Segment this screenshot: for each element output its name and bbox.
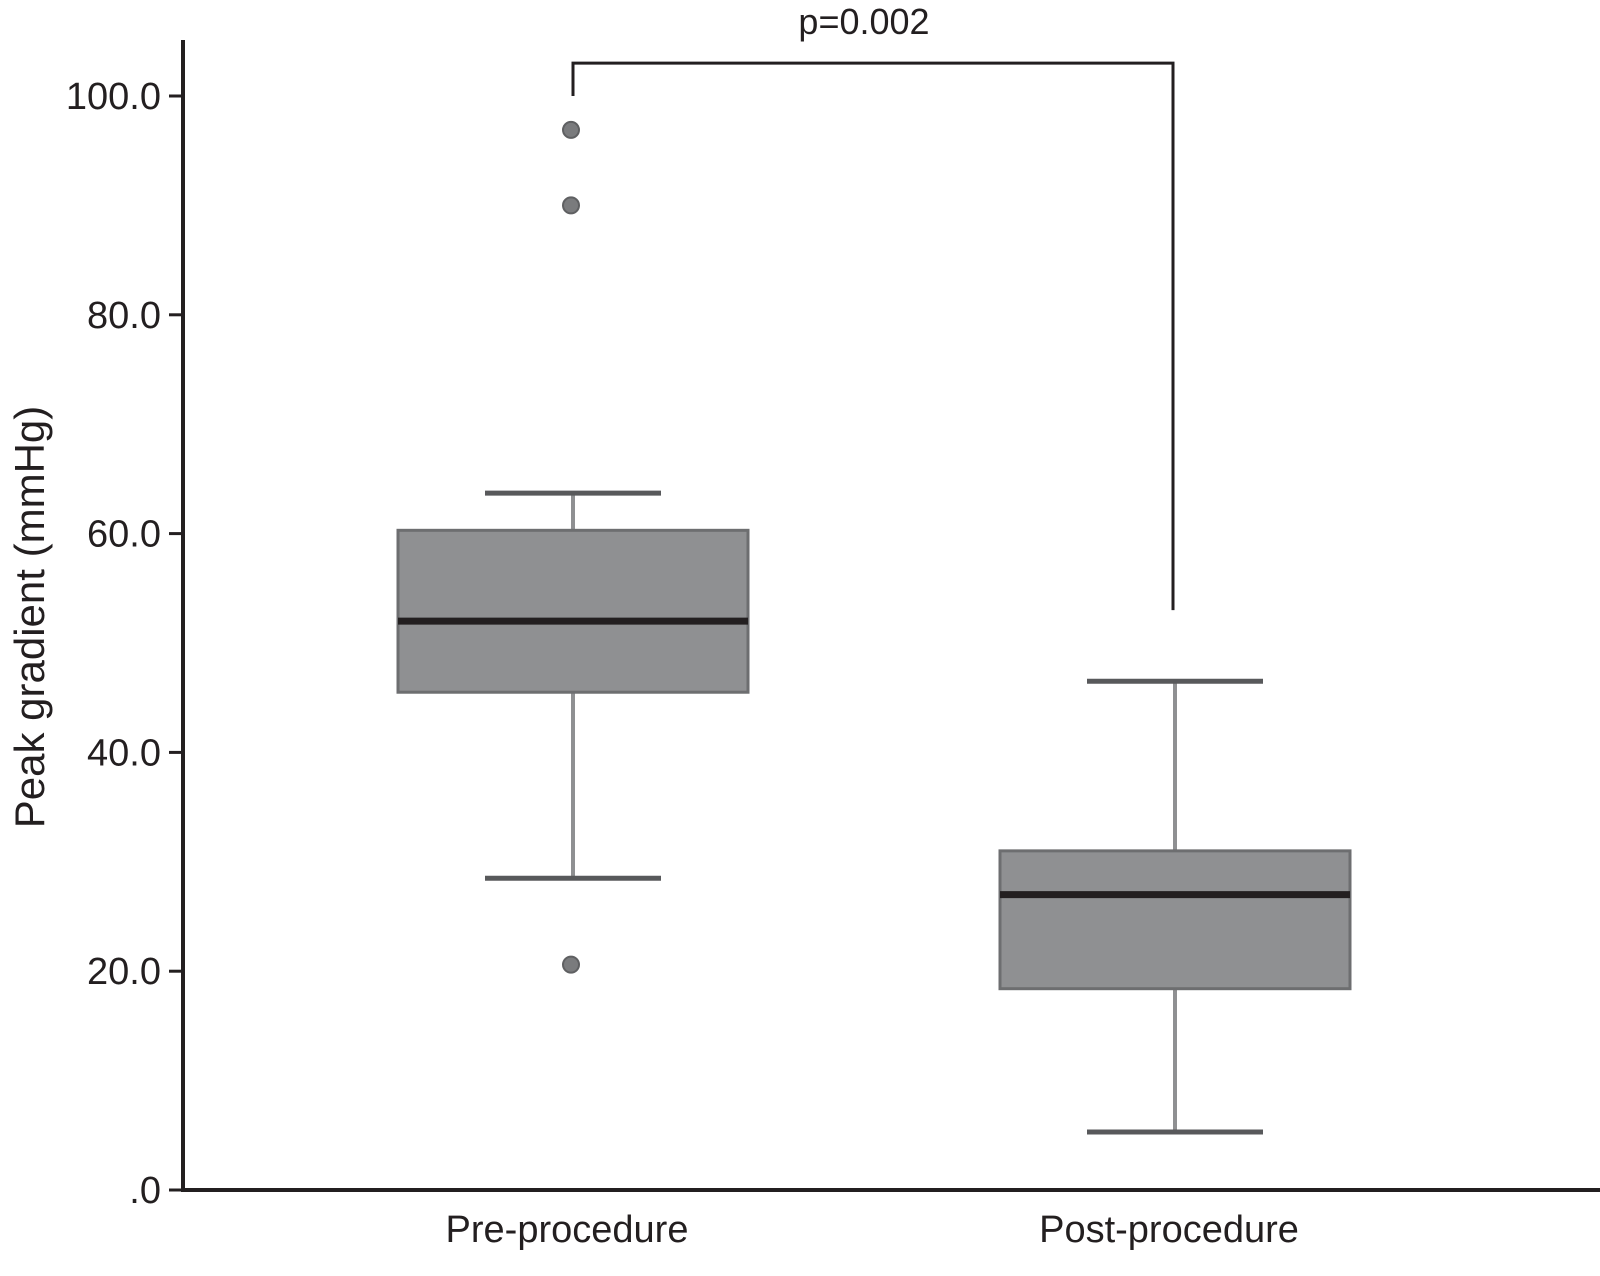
y-tick-label: 20.0 bbox=[87, 951, 161, 993]
significance-bracket bbox=[571, 61, 1175, 611]
x-axis-category-labels: Pre-procedure Post-procedure bbox=[446, 1209, 1299, 1251]
y-tick-label: 40.0 bbox=[87, 732, 161, 774]
y-tick-label: 100.0 bbox=[66, 76, 161, 118]
box-group bbox=[998, 678, 1352, 1135]
y-axis-title: Peak gradient (mmHg) bbox=[6, 406, 53, 828]
y-tick-label: .0 bbox=[129, 1170, 161, 1212]
box-group bbox=[396, 120, 750, 974]
outlier-point bbox=[562, 196, 580, 215]
y-axis-ticks: .0 20.0 40.0 60.0 80.0 100.0 bbox=[66, 76, 183, 1212]
axes bbox=[181, 40, 1600, 1192]
iqr-box bbox=[998, 849, 1352, 991]
outlier-point bbox=[562, 120, 580, 139]
outlier-point bbox=[562, 955, 580, 974]
y-tick-label: 80.0 bbox=[87, 295, 161, 337]
iqr-box bbox=[396, 528, 750, 694]
p-value-label: p=0.002 bbox=[798, 1, 929, 42]
x-category-label: Pre-procedure bbox=[446, 1209, 689, 1251]
x-category-label: Post-procedure bbox=[1039, 1209, 1299, 1251]
y-tick-label: 60.0 bbox=[87, 514, 161, 556]
plot-area bbox=[396, 120, 1352, 1135]
significance-annotation: p=0.002 bbox=[571, 1, 1175, 611]
